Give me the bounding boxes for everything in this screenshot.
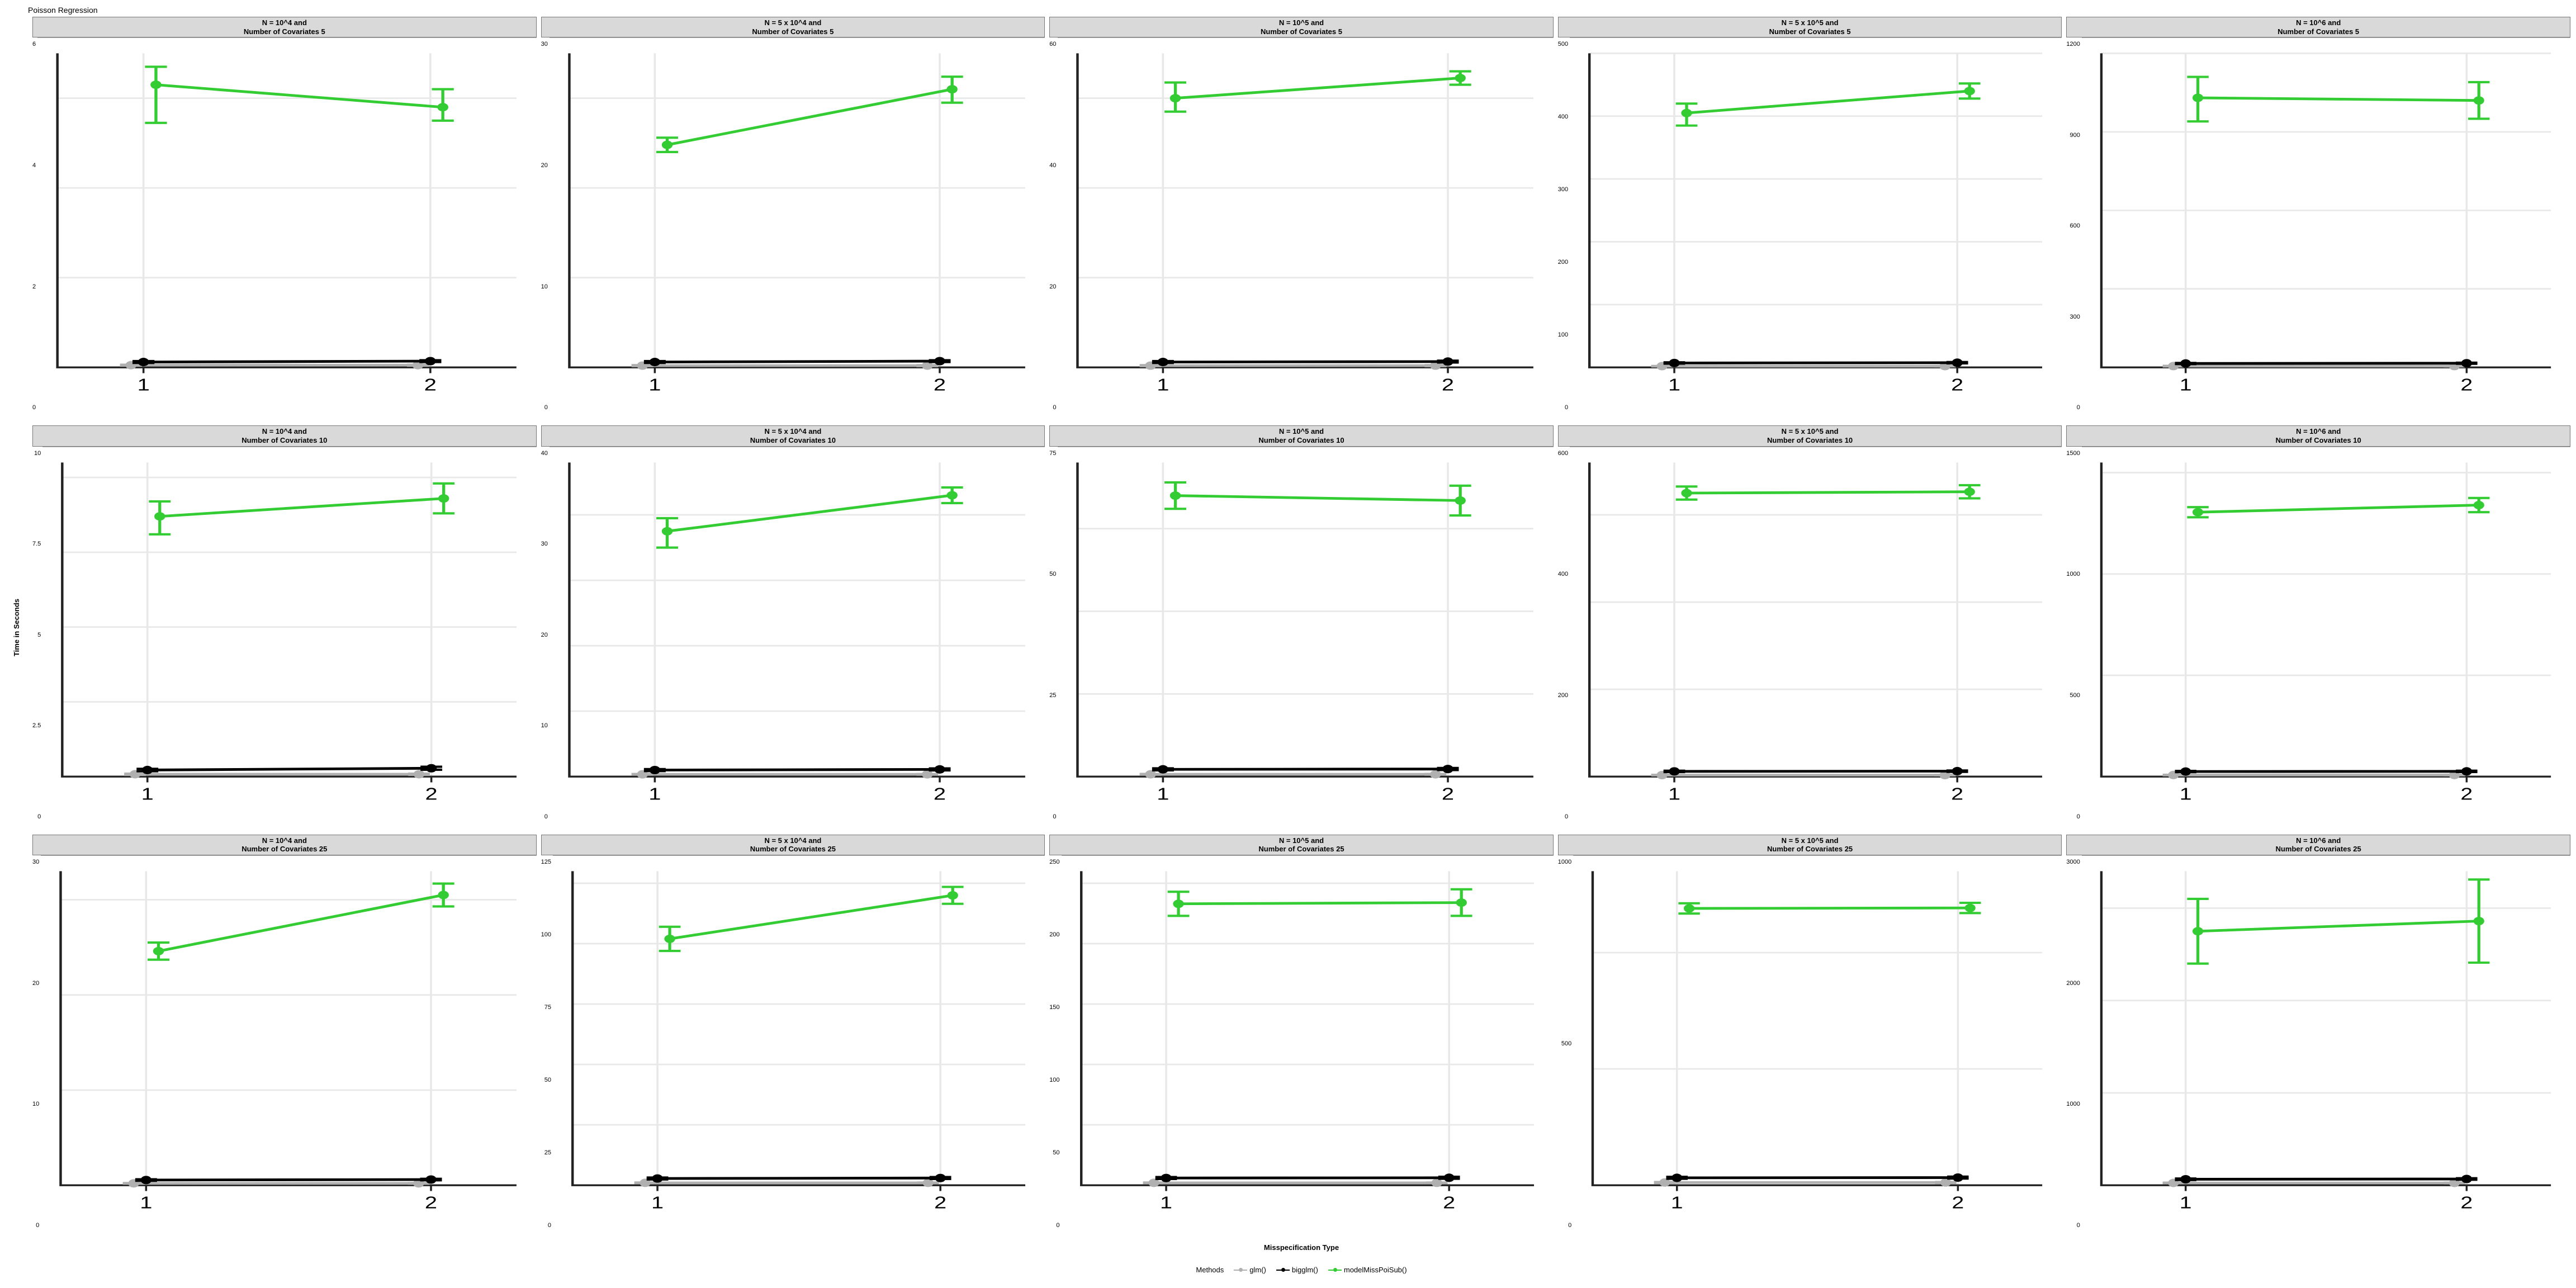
panel-strip: N = 10^4 andNumber of Covariates 10	[32, 425, 537, 446]
facet-panel: N = 5 x 10^4 andNumber of Covariates 251…	[541, 835, 1045, 1239]
facet-panel: N = 5 x 10^5 andNumber of Covariates 550…	[1558, 17, 2062, 421]
legend-item: glm()	[1234, 1266, 1266, 1274]
svg-text:2: 2	[1951, 375, 1963, 395]
panel-strip: N = 5 x 10^4 andNumber of Covariates 25	[541, 835, 1045, 855]
svg-text:1: 1	[2180, 1193, 2192, 1212]
svg-text:2: 2	[1442, 375, 1454, 395]
svg-text:1: 1	[1157, 784, 1169, 803]
svg-text:2: 2	[1443, 1192, 1455, 1212]
facet-panel: N = 10^5 andNumber of Covariates 5604020…	[1049, 17, 1554, 421]
y-ticks: 3020100	[541, 37, 550, 421]
svg-text:2: 2	[2460, 1193, 2473, 1212]
svg-text:1: 1	[141, 784, 154, 803]
facet-panel: N = 10^6 andNumber of Covariates 1015001…	[2066, 425, 2570, 830]
svg-text:2: 2	[934, 784, 946, 803]
y-ticks: 3000200010000	[2066, 855, 2081, 1239]
panel-strip: N = 10^6 andNumber of Covariates 10	[2066, 425, 2570, 446]
facet-panel: N = 10^4 andNumber of Covariates 10107.5…	[32, 425, 537, 830]
facet-panel: N = 10^5 andNumber of Covariates 2525020…	[1049, 835, 1554, 1239]
panel-strip: N = 5 x 10^4 andNumber of Covariates 10	[541, 425, 1045, 446]
svg-text:2: 2	[934, 1192, 946, 1212]
y-ticks: 250200150100500	[1049, 855, 1061, 1239]
svg-text:1: 1	[2180, 375, 2192, 394]
y-ticks: 7550250	[1049, 447, 1058, 830]
svg-text:2: 2	[1442, 784, 1454, 803]
svg-text:1: 1	[1668, 375, 1680, 395]
svg-text:1: 1	[2180, 784, 2192, 803]
svg-text:2: 2	[934, 375, 946, 395]
y-ticks: 12009006003000	[2066, 37, 2081, 421]
y-ticks: 150010005000	[2066, 447, 2081, 830]
y-ticks: 5004003002001000	[1558, 37, 1570, 421]
svg-text:1: 1	[1668, 784, 1680, 803]
y-ticks: 3020100	[32, 855, 41, 1239]
y-ticks: 6420	[32, 37, 37, 421]
panel-strip: N = 10^4 andNumber of Covariates 25	[32, 835, 537, 855]
y-axis-label: Time in Seconds	[6, 17, 28, 1239]
facet-panel: N = 10^6 andNumber of Covariates 2530002…	[2066, 835, 2570, 1239]
panel-strip: N = 10^6 andNumber of Covariates 25	[2066, 835, 2570, 855]
svg-text:2: 2	[2460, 784, 2473, 803]
y-ticks: 6004002000	[1558, 447, 1570, 830]
svg-text:1: 1	[140, 1192, 153, 1212]
y-ticks: 10005000	[1558, 855, 1573, 1239]
facet-panel: N = 5 x 10^4 andNumber of Covariates 530…	[541, 17, 1045, 421]
facet-panel: N = 10^4 andNumber of Covariates 2530201…	[32, 835, 537, 1239]
y-ticks: 6040200	[1049, 37, 1058, 421]
x-axis-label: Misspecification Type	[32, 1243, 2570, 1259]
panel-strip: N = 10^5 andNumber of Covariates 25	[1049, 835, 1554, 855]
legend-item: modelMissPoiSub()	[1328, 1266, 1407, 1274]
legend-item: bigglm()	[1276, 1266, 1318, 1274]
panel-strip: N = 5 x 10^5 andNumber of Covariates 10	[1558, 425, 2062, 446]
facet-grid: Time in Seconds N = 10^4 andNumber of Co…	[6, 17, 2570, 1277]
svg-text:1: 1	[138, 375, 150, 394]
y-ticks: 403020100	[541, 447, 550, 830]
svg-text:2: 2	[424, 375, 437, 394]
facet-panel: N = 10^4 andNumber of Covariates 56420 1 2	[32, 17, 537, 421]
panel-strip: N = 10^5 andNumber of Covariates 5	[1049, 17, 1554, 37]
legend-swatch-icon	[1276, 1270, 1290, 1271]
legend: Methods glm() bigglm() modelMissPoiSub()	[32, 1263, 2570, 1277]
legend-swatch-icon	[1234, 1270, 1247, 1271]
panel-strip: N = 10^6 andNumber of Covariates 5	[2066, 17, 2570, 37]
svg-text:1: 1	[648, 375, 661, 395]
panel-strip: N = 10^4 andNumber of Covariates 5	[32, 17, 537, 37]
svg-text:1: 1	[1157, 375, 1169, 395]
y-ticks: 107.552.50	[32, 447, 42, 830]
y-ticks: 1251007550250	[541, 855, 553, 1239]
svg-text:1: 1	[1160, 1192, 1172, 1212]
legend-title: Methods	[1196, 1266, 1224, 1274]
facet-panel: N = 5 x 10^4 andNumber of Covariates 104…	[541, 425, 1045, 830]
facet-panel: N = 10^6 andNumber of Covariates 5120090…	[2066, 17, 2570, 421]
plot-title: Poisson Regression	[6, 6, 2570, 15]
svg-text:2: 2	[425, 1192, 437, 1212]
facet-panel: N = 5 x 10^5 andNumber of Covariates 106…	[1558, 425, 2062, 830]
facet-panel: N = 10^5 andNumber of Covariates 1075502…	[1049, 425, 1554, 830]
legend-swatch-icon	[1328, 1270, 1342, 1271]
panel-strip: N = 5 x 10^4 andNumber of Covariates 5	[541, 17, 1045, 37]
panel-strip: N = 5 x 10^5 andNumber of Covariates 5	[1558, 17, 2062, 37]
svg-text:2: 2	[1951, 784, 1963, 803]
svg-text:1: 1	[651, 1192, 664, 1212]
panel-strip: N = 10^5 andNumber of Covariates 10	[1049, 425, 1554, 446]
panel-strip: N = 5 x 10^5 andNumber of Covariates 25	[1558, 835, 2062, 855]
svg-text:1: 1	[648, 784, 661, 803]
svg-text:2: 2	[2460, 375, 2473, 394]
svg-text:2: 2	[425, 784, 438, 803]
svg-text:1: 1	[1671, 1193, 1683, 1212]
facet-panel: N = 5 x 10^5 andNumber of Covariates 251…	[1558, 835, 2062, 1239]
svg-text:2: 2	[1952, 1193, 1964, 1212]
